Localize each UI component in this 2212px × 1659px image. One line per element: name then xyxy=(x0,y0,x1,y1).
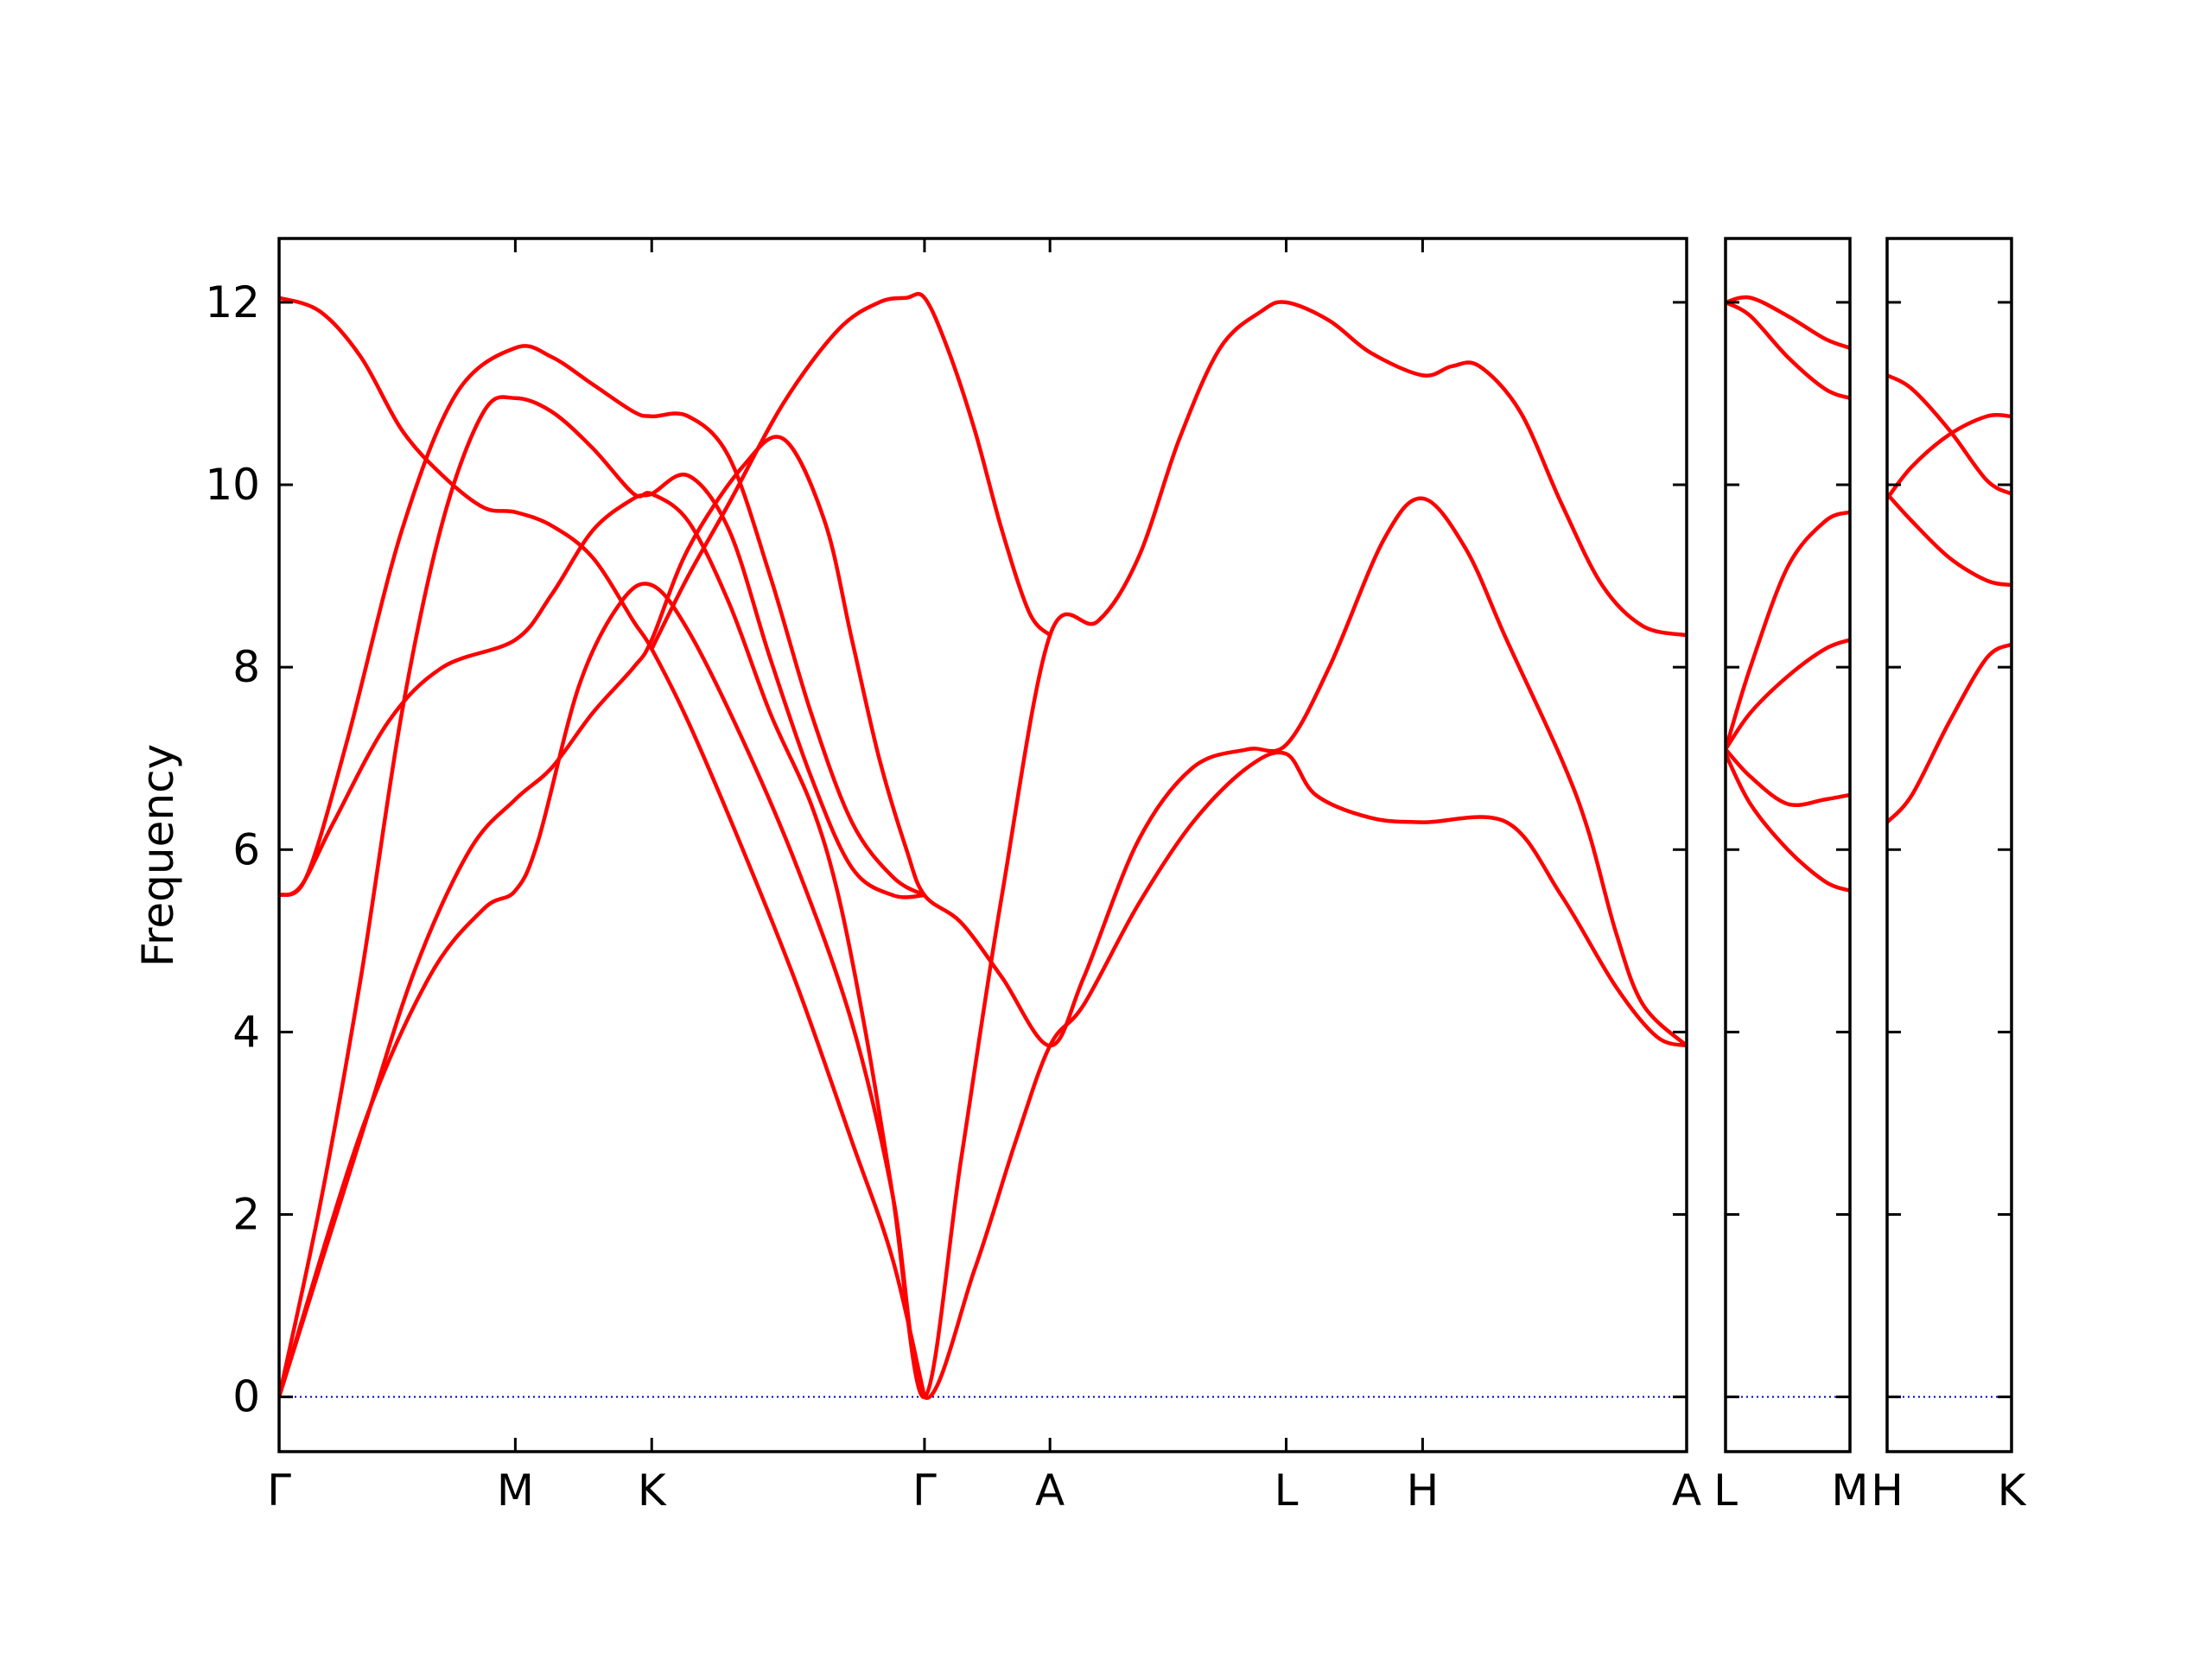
band-line-main-3 xyxy=(279,472,927,899)
band-line-LM-4 xyxy=(1726,747,1850,808)
y-tick-label-8: 8 xyxy=(232,642,260,692)
x-tick-label-HK-0: H xyxy=(1871,1465,1904,1516)
y-tick-label-2: 2 xyxy=(232,1190,260,1240)
band-line-main-1 xyxy=(279,435,1687,1399)
y-tick-label-12: 12 xyxy=(205,277,260,327)
y-axis-label: Frequency xyxy=(133,744,183,967)
bands-LM xyxy=(1726,295,1850,893)
x-tick-label-main-7: A xyxy=(1672,1465,1701,1516)
band-line-HK-0 xyxy=(1887,373,2012,496)
band-line-HK-3 xyxy=(1887,642,2012,824)
band-line-main-4 xyxy=(279,344,927,898)
band-line-HK-1 xyxy=(1887,413,2012,501)
band-line-main-6 xyxy=(649,291,1052,652)
band-line-HK-2 xyxy=(1887,492,2012,588)
x-tick-label-main-5: L xyxy=(1274,1465,1299,1516)
band-line-main-0 xyxy=(279,582,1687,1401)
x-tick-label-main-3: Γ xyxy=(912,1465,937,1516)
bands-HK xyxy=(1887,373,2012,824)
band-line-main-2 xyxy=(279,300,1687,1399)
bands-main xyxy=(279,291,1687,1401)
x-tick-label-main-6: H xyxy=(1407,1465,1440,1516)
x-tick-label-LM-1: M xyxy=(1831,1465,1868,1516)
x-tick-label-main-0: Γ xyxy=(267,1465,291,1516)
x-tick-label-LM-0: L xyxy=(1713,1465,1738,1516)
y-tick-labels: 0 2 4 6 8 10 12 xyxy=(205,277,260,1422)
y-tick-label-6: 6 xyxy=(232,824,260,874)
band-line-LM-0 xyxy=(1726,295,1850,350)
band-line-LM-1 xyxy=(1726,300,1850,400)
panel-frame-LM xyxy=(1724,237,1852,1453)
x-tick-label-HK-1: K xyxy=(1998,1465,2027,1516)
panel-frame-HK xyxy=(1885,237,2013,1453)
band-line-LM-2 xyxy=(1726,510,1850,752)
band-line-main-5 xyxy=(279,296,927,1399)
y-tick-label-0: 0 xyxy=(232,1372,260,1422)
y-tick-label-10: 10 xyxy=(205,460,260,510)
y-tick-label-4: 4 xyxy=(232,1007,260,1057)
band-line-LM-3 xyxy=(1726,638,1850,752)
band-line-LM-5 xyxy=(1726,752,1850,893)
x-tick-label-main-1: M xyxy=(497,1465,534,1516)
x-tick-label-main-4: A xyxy=(1035,1465,1065,1516)
panel-frame-main xyxy=(277,237,1688,1453)
x-tick-label-main-2: K xyxy=(638,1465,667,1516)
